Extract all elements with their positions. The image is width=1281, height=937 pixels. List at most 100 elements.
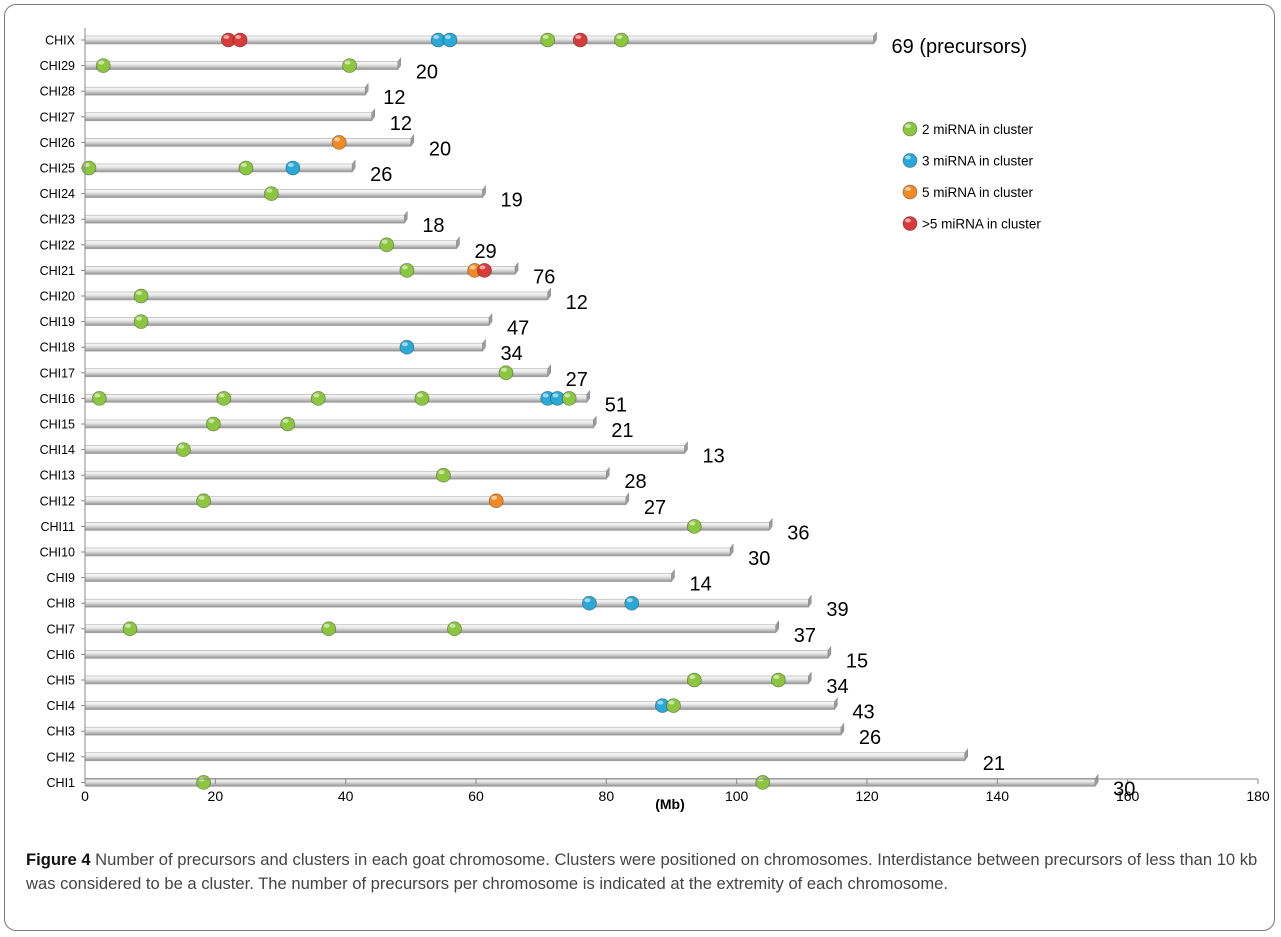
chromosome-bar xyxy=(84,189,483,198)
legend-label: >5 miRNA in cluster xyxy=(922,217,1041,232)
precursor-count-label: 26 xyxy=(859,727,881,749)
chromosome-label: CHI5 xyxy=(47,674,76,688)
precursor-count-label: 30 xyxy=(1113,778,1135,800)
cluster-marker xyxy=(488,493,504,509)
cluster-marker xyxy=(399,262,415,278)
cluster-marker xyxy=(196,493,212,509)
cluster-marker xyxy=(285,160,301,176)
precursor-count-label: 30 xyxy=(748,548,770,570)
x-tick-label: 0 xyxy=(81,788,89,804)
caption-text: Number of precursors and clusters in eac… xyxy=(26,850,1258,893)
legend: 2 miRNA in cluster 3 miRNA in cluster 5 mi… xyxy=(902,121,1041,232)
cluster-marker xyxy=(540,32,556,48)
cluster-marker xyxy=(280,416,296,432)
cluster-marker xyxy=(477,262,492,278)
chromosome-bar-end xyxy=(827,645,832,660)
chromosome-bar xyxy=(84,291,548,301)
chromosome-label: CHI11 xyxy=(40,520,75,534)
chromosome-bar xyxy=(84,547,731,557)
chromosome-bar-end xyxy=(547,287,551,301)
figure-caption: Figure 4 Number of precursors and cluste… xyxy=(26,848,1264,896)
chromosome-bar-end xyxy=(964,748,968,762)
cluster-marker xyxy=(442,32,458,48)
chromosome-label: CHI25 xyxy=(40,162,75,176)
precursor-count-label: 37 xyxy=(794,625,816,647)
chromosome-bar xyxy=(84,394,588,403)
chromosome-label: CHI21 xyxy=(40,264,75,278)
cluster-marker xyxy=(133,288,149,304)
caption-title: Figure 4 xyxy=(26,850,91,869)
chromosome-bar xyxy=(84,522,770,531)
precursor-count-label: 34 xyxy=(826,676,848,698)
cluster-marker xyxy=(414,390,430,406)
chromosome-bar-end xyxy=(410,133,415,148)
precursor-count-label: 12 xyxy=(566,292,588,314)
precursor-count-label: 51 xyxy=(605,394,627,416)
cluster-marker xyxy=(379,237,395,253)
cluster-marker xyxy=(498,365,514,381)
legend-item: 5 miRNA in cluster xyxy=(902,184,1034,200)
chromosome-label: CHI10 xyxy=(40,546,75,560)
chromosome-label: CHI13 xyxy=(40,469,75,483)
chromosome-bar-end xyxy=(625,492,630,506)
chromosome-bar xyxy=(84,266,516,275)
precursor-count-label: 39 xyxy=(826,599,848,621)
x-tick-label: 100 xyxy=(725,788,749,804)
chromosome-bar xyxy=(84,163,353,173)
legend-swatch xyxy=(902,153,918,168)
legend-swatch xyxy=(902,216,918,231)
precursor-count-label: 21 xyxy=(611,420,633,442)
chromosome-bar-end xyxy=(729,543,734,557)
cluster-marker xyxy=(91,390,107,406)
x-tick-label: 60 xyxy=(468,788,484,804)
x-tick-label: 140 xyxy=(986,788,1010,804)
chromosome-label: CHI24 xyxy=(40,187,75,201)
chromosome-bar-end xyxy=(606,466,610,480)
chromosome-bar-end xyxy=(404,210,408,224)
precursor-count-label: 19 xyxy=(501,190,523,212)
chromosome-label: CHI28 xyxy=(40,85,75,99)
chromosome-label: CHI29 xyxy=(40,59,75,73)
chromosome-bar xyxy=(84,650,829,659)
chromosome-bar-end xyxy=(873,31,877,45)
cluster-marker xyxy=(205,416,221,432)
precursor-count-label: 12 xyxy=(390,113,412,135)
chromosome-bar-end xyxy=(834,696,838,711)
precursor-count-label: 14 xyxy=(690,574,712,596)
cluster-marker xyxy=(666,698,681,713)
chromosome-chart: 0 20 40 60 80 100 120 140 160 180 CHIX 69 (precurso… xyxy=(40,28,1270,812)
chromosome-bar xyxy=(84,138,412,147)
precursor-count-label: 12 xyxy=(383,87,405,109)
chromosome-bar-end xyxy=(351,159,356,173)
chromosome-bar-end xyxy=(488,312,493,327)
legend-swatch xyxy=(902,184,918,200)
cluster-marker xyxy=(331,134,347,150)
chromosome-label: CHI16 xyxy=(40,392,75,406)
chromosome-label: CHI2 xyxy=(47,750,76,764)
chromosome-label: CHI20 xyxy=(40,290,75,304)
figure-frame xyxy=(4,4,1275,931)
precursor-count-label: 69 (precursors) xyxy=(892,36,1028,58)
x-tick-label: 180 xyxy=(1246,788,1270,804)
chromosome-bar-end xyxy=(514,261,519,276)
cluster-marker xyxy=(755,775,771,790)
precursor-count-label: 29 xyxy=(474,241,496,263)
x-axis-title: (Mb) xyxy=(655,796,685,812)
precursor-count-label: 26 xyxy=(370,164,392,186)
legend-label: 2 miRNA in cluster xyxy=(922,122,1034,137)
x-tick-label: 160 xyxy=(1116,788,1140,804)
precursor-count-label: 76 xyxy=(533,266,555,288)
cluster-marker xyxy=(133,314,149,330)
chromosome-bar-end xyxy=(397,56,402,71)
chromosome-label: CHI4 xyxy=(47,699,76,713)
chromosome-bar xyxy=(84,35,874,45)
cluster-marker xyxy=(238,160,254,176)
precursor-count-label: 20 xyxy=(429,138,451,160)
legend-item: >5 miRNA in cluster xyxy=(902,216,1041,232)
cluster-marker xyxy=(232,32,248,48)
cluster-marker xyxy=(122,621,138,637)
precursor-count-label: 27 xyxy=(644,497,666,519)
cluster-marker xyxy=(310,390,326,406)
cluster-marker xyxy=(613,32,629,48)
x-tick-label: 40 xyxy=(338,788,354,804)
